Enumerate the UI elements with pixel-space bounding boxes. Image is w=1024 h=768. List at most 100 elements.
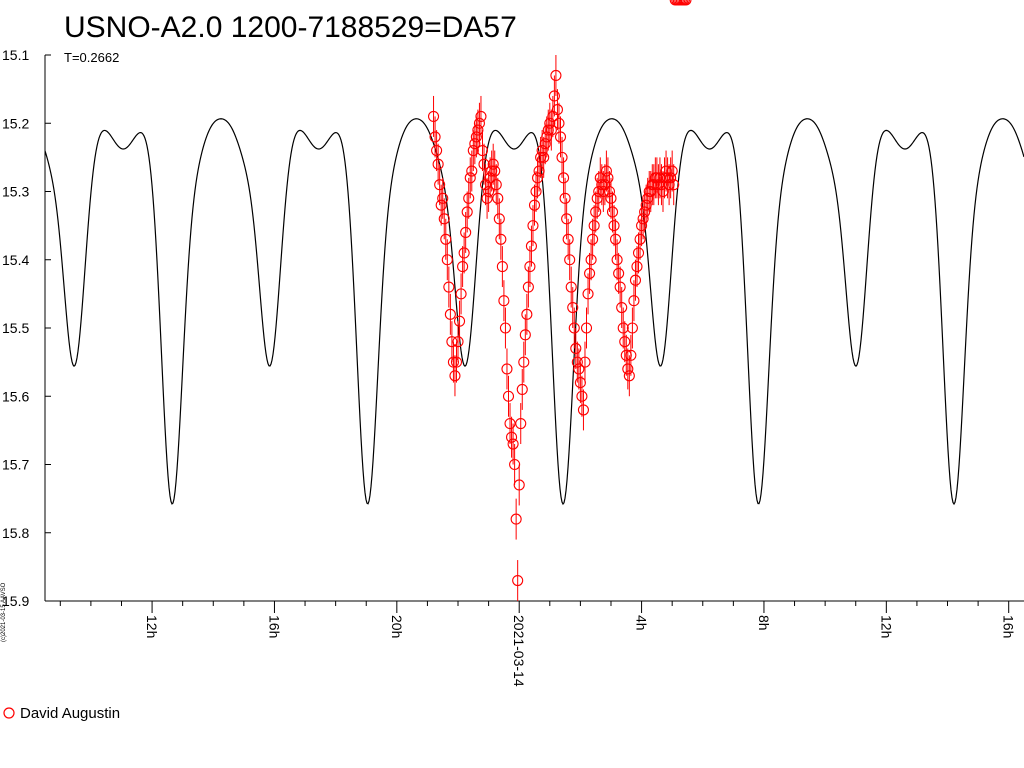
observation-point bbox=[606, 206, 619, 218]
observation-point bbox=[502, 390, 515, 402]
observation-point bbox=[628, 295, 640, 307]
observation-point bbox=[565, 281, 577, 293]
x-tick-label: 20h bbox=[389, 615, 405, 638]
observation-point bbox=[602, 172, 614, 184]
observation-point bbox=[576, 390, 588, 402]
observation-point bbox=[614, 281, 626, 293]
observation-point bbox=[489, 165, 501, 177]
observation-point bbox=[522, 281, 534, 293]
observation-point bbox=[483, 185, 495, 198]
light-curve-chart: 15.1 15.2 15.3 15.4 15.5 15.6 15.7 15.8 15.9 12h 1… bbox=[2, 0, 1024, 687]
observation-point bbox=[613, 267, 625, 279]
observation-point bbox=[461, 206, 473, 218]
observation-point bbox=[515, 417, 527, 430]
observation-point bbox=[532, 172, 544, 184]
observation-point bbox=[551, 104, 563, 116]
observation-point bbox=[525, 240, 537, 252]
x-tick-label: 2021-03-14 bbox=[511, 615, 527, 687]
observation-point bbox=[634, 233, 646, 245]
observation-point bbox=[432, 158, 444, 170]
observation-point bbox=[450, 356, 463, 368]
period-label: T=0.2662 bbox=[64, 50, 120, 65]
observation-point bbox=[548, 90, 560, 102]
observation-point bbox=[457, 261, 469, 273]
observation-point bbox=[435, 199, 447, 211]
observation-point bbox=[622, 363, 634, 375]
observation-point bbox=[571, 356, 583, 368]
legend-label: David Augustin bbox=[20, 704, 121, 722]
observation-point bbox=[473, 117, 485, 129]
x-tick-label: 8h bbox=[756, 615, 772, 631]
observation-point bbox=[562, 233, 574, 245]
observation-point bbox=[625, 349, 637, 361]
observation-point bbox=[516, 383, 528, 395]
y-tick-label: 15.1 bbox=[2, 47, 29, 63]
observation-point bbox=[611, 254, 623, 266]
observation-point bbox=[501, 363, 513, 375]
observation-point bbox=[487, 158, 499, 170]
legend: David Augustin bbox=[2, 704, 120, 722]
observation-point bbox=[452, 336, 464, 348]
observation-point bbox=[668, 179, 680, 191]
observation-point bbox=[507, 438, 519, 450]
observation-point bbox=[603, 185, 616, 198]
x-tick-label: 16h bbox=[266, 615, 282, 638]
observation-point bbox=[458, 247, 470, 259]
observation-point bbox=[466, 165, 478, 177]
observation-point bbox=[443, 281, 455, 293]
observation-point bbox=[492, 192, 504, 204]
observation-point bbox=[499, 322, 511, 334]
observation-point bbox=[632, 247, 645, 259]
observation-point bbox=[521, 308, 533, 320]
observation-point bbox=[434, 179, 446, 191]
y-tick-label: 15.4 bbox=[2, 252, 29, 268]
observation-point bbox=[460, 226, 472, 238]
observation-point bbox=[610, 233, 622, 245]
observation-point bbox=[580, 322, 593, 334]
observation-point bbox=[427, 110, 440, 122]
observation-point bbox=[629, 274, 642, 286]
observation-point bbox=[545, 124, 557, 136]
observation-point bbox=[623, 370, 635, 382]
observation-point bbox=[568, 322, 580, 334]
observation-point bbox=[587, 233, 599, 245]
observation-point bbox=[605, 192, 617, 204]
observation-point bbox=[496, 261, 508, 273]
observation-point bbox=[680, 0, 692, 6]
observation-point bbox=[564, 254, 576, 266]
observation-point bbox=[666, 165, 678, 177]
observation-point bbox=[588, 220, 600, 232]
observation-point bbox=[528, 199, 541, 211]
legend-marker-icon bbox=[3, 707, 15, 719]
observation-point bbox=[449, 370, 461, 382]
observation-point bbox=[573, 363, 585, 375]
observation-point bbox=[616, 301, 628, 314]
observation-point bbox=[455, 288, 467, 300]
observation-point bbox=[513, 479, 525, 491]
y-tick-label: 15.8 bbox=[2, 525, 29, 541]
observation-point bbox=[527, 220, 539, 232]
observations-layer bbox=[427, 0, 692, 601]
observation-point bbox=[495, 233, 507, 245]
x-tick-label: 4h bbox=[634, 615, 650, 631]
observation-point bbox=[582, 288, 594, 300]
axes: 15.1 15.2 15.3 15.4 15.5 15.6 15.7 15.8 15.9 12h 1… bbox=[2, 47, 1024, 687]
observation-point bbox=[584, 267, 596, 279]
observation-point bbox=[444, 308, 456, 320]
observation-point bbox=[608, 220, 620, 232]
observation-point bbox=[558, 172, 570, 184]
y-tick-label: 15.5 bbox=[2, 320, 29, 336]
x-tick-label: 12h bbox=[878, 615, 894, 638]
observation-point bbox=[510, 513, 522, 525]
observation-point bbox=[493, 213, 505, 225]
observation-point bbox=[498, 295, 510, 307]
observation-point bbox=[554, 131, 567, 143]
observation-point bbox=[524, 261, 536, 273]
observation-point bbox=[590, 206, 602, 218]
observation-point bbox=[617, 322, 629, 334]
observation-point bbox=[518, 356, 530, 368]
observation-point bbox=[570, 342, 582, 355]
observation-point bbox=[504, 417, 516, 430]
observation-point bbox=[506, 431, 518, 443]
observation-point bbox=[438, 213, 450, 225]
